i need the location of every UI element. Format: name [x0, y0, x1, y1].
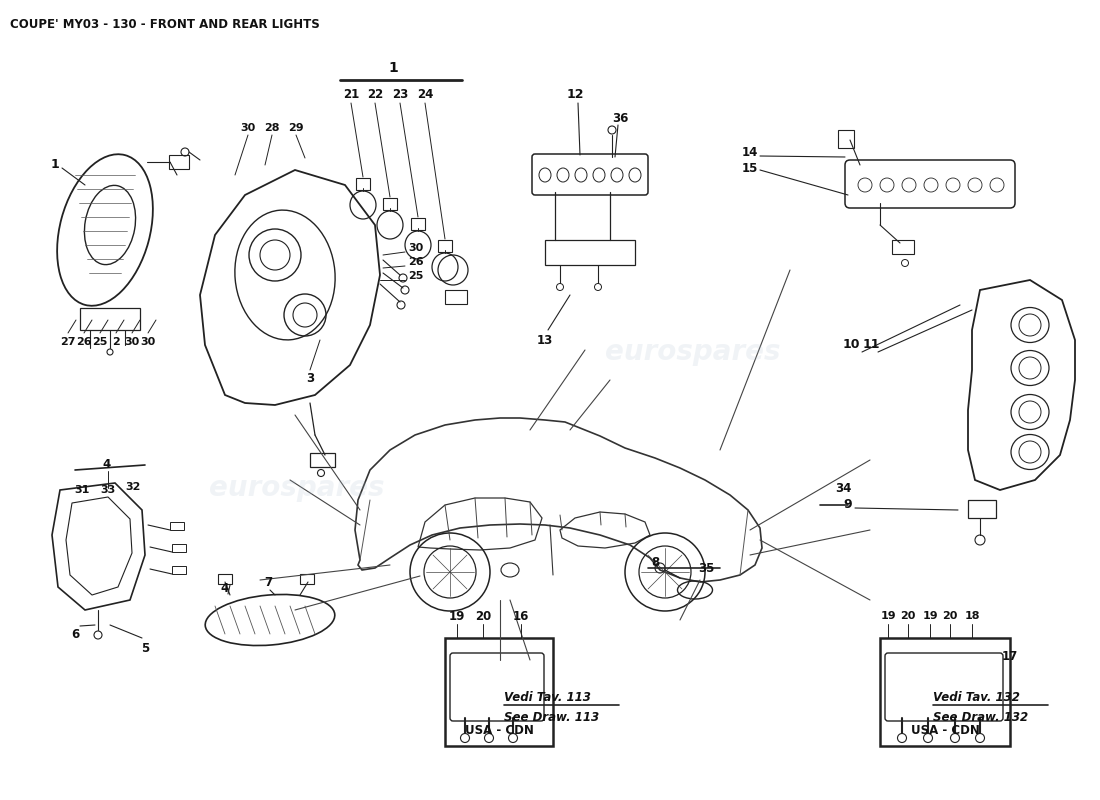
- Text: 6: 6: [70, 629, 79, 642]
- Text: 19: 19: [922, 611, 938, 621]
- Text: 32: 32: [125, 482, 141, 492]
- Text: 7: 7: [264, 577, 272, 590]
- Text: 19: 19: [449, 610, 465, 622]
- Text: 21: 21: [343, 89, 359, 102]
- Text: USA - CDN: USA - CDN: [464, 723, 534, 737]
- Text: 1: 1: [51, 158, 59, 171]
- Text: Vedi Tav. 132: Vedi Tav. 132: [933, 691, 1020, 704]
- Text: See Draw. 132: See Draw. 132: [933, 711, 1027, 724]
- Text: eurospares: eurospares: [605, 338, 781, 366]
- Text: 8: 8: [651, 555, 660, 569]
- Text: Vedi Tav. 113: Vedi Tav. 113: [504, 691, 591, 704]
- Text: 28: 28: [264, 123, 279, 133]
- Text: 30: 30: [408, 243, 424, 253]
- Text: eurospares: eurospares: [209, 474, 385, 502]
- Text: 26: 26: [408, 257, 424, 267]
- Text: 14: 14: [741, 146, 758, 158]
- Text: USA - CDN: USA - CDN: [911, 723, 979, 737]
- Text: 23: 23: [392, 89, 408, 102]
- Text: 20: 20: [900, 611, 915, 621]
- Text: 24: 24: [417, 89, 433, 102]
- Text: 13: 13: [537, 334, 553, 346]
- Text: 25: 25: [92, 337, 108, 347]
- Text: 29: 29: [288, 123, 304, 133]
- Text: 15: 15: [741, 162, 758, 174]
- Text: 17: 17: [1002, 650, 1019, 662]
- Text: 1: 1: [388, 61, 398, 75]
- Text: 10: 10: [843, 338, 860, 351]
- Text: 12: 12: [566, 89, 584, 102]
- Text: 2: 2: [112, 337, 120, 347]
- Text: 16: 16: [513, 610, 529, 622]
- Text: 11: 11: [862, 338, 880, 351]
- Text: 4: 4: [221, 582, 229, 594]
- Text: 9: 9: [844, 498, 852, 511]
- Text: 4: 4: [103, 458, 111, 470]
- Text: 18: 18: [965, 611, 980, 621]
- Text: 25: 25: [408, 271, 424, 281]
- Text: 34: 34: [836, 482, 852, 494]
- Text: 30: 30: [124, 337, 140, 347]
- Text: 20: 20: [475, 610, 491, 622]
- Text: 27: 27: [60, 337, 76, 347]
- Text: 5: 5: [141, 642, 150, 654]
- Text: 3: 3: [306, 371, 315, 385]
- Text: 30: 30: [241, 123, 255, 133]
- Text: 35: 35: [698, 562, 714, 574]
- Text: 31: 31: [75, 485, 90, 495]
- Text: 30: 30: [141, 337, 155, 347]
- Text: See Draw. 113: See Draw. 113: [504, 711, 598, 724]
- Text: COUPE' MY03 - 130 - FRONT AND REAR LIGHTS: COUPE' MY03 - 130 - FRONT AND REAR LIGHT…: [10, 18, 320, 31]
- Text: 19: 19: [880, 611, 895, 621]
- Text: 36: 36: [612, 111, 628, 125]
- Text: 22: 22: [367, 89, 383, 102]
- Text: 33: 33: [100, 485, 116, 495]
- Text: 26: 26: [76, 337, 91, 347]
- Text: 20: 20: [943, 611, 958, 621]
